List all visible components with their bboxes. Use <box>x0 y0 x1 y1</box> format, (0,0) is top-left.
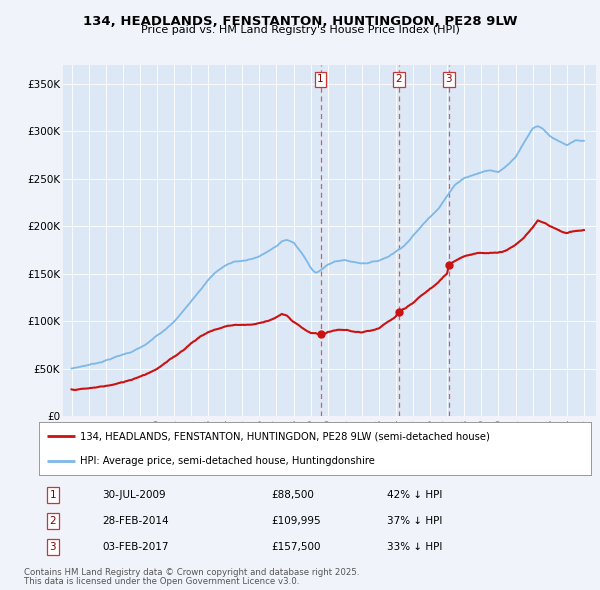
Text: 42% ↓ HPI: 42% ↓ HPI <box>387 490 442 500</box>
Text: 2: 2 <box>49 516 56 526</box>
Text: 37% ↓ HPI: 37% ↓ HPI <box>387 516 442 526</box>
Text: This data is licensed under the Open Government Licence v3.0.: This data is licensed under the Open Gov… <box>24 577 299 586</box>
Text: HPI: Average price, semi-detached house, Huntingdonshire: HPI: Average price, semi-detached house,… <box>80 455 375 466</box>
Text: Contains HM Land Registry data © Crown copyright and database right 2025.: Contains HM Land Registry data © Crown c… <box>24 568 359 576</box>
Text: Price paid vs. HM Land Registry's House Price Index (HPI): Price paid vs. HM Land Registry's House … <box>140 25 460 35</box>
Text: 3: 3 <box>445 74 452 84</box>
Text: 1: 1 <box>317 74 324 84</box>
Text: 2: 2 <box>395 74 402 84</box>
Text: £88,500: £88,500 <box>271 490 314 500</box>
Text: 30-JUL-2009: 30-JUL-2009 <box>103 490 166 500</box>
Text: 3: 3 <box>49 542 56 552</box>
Text: 134, HEADLANDS, FENSTANTON, HUNTINGDON, PE28 9LW (semi-detached house): 134, HEADLANDS, FENSTANTON, HUNTINGDON, … <box>80 431 490 441</box>
Text: 33% ↓ HPI: 33% ↓ HPI <box>387 542 442 552</box>
Text: 28-FEB-2014: 28-FEB-2014 <box>103 516 169 526</box>
Text: £157,500: £157,500 <box>271 542 320 552</box>
Text: £109,995: £109,995 <box>271 516 320 526</box>
Text: 03-FEB-2017: 03-FEB-2017 <box>103 542 169 552</box>
Text: 1: 1 <box>49 490 56 500</box>
Text: 134, HEADLANDS, FENSTANTON, HUNTINGDON, PE28 9LW: 134, HEADLANDS, FENSTANTON, HUNTINGDON, … <box>83 15 517 28</box>
